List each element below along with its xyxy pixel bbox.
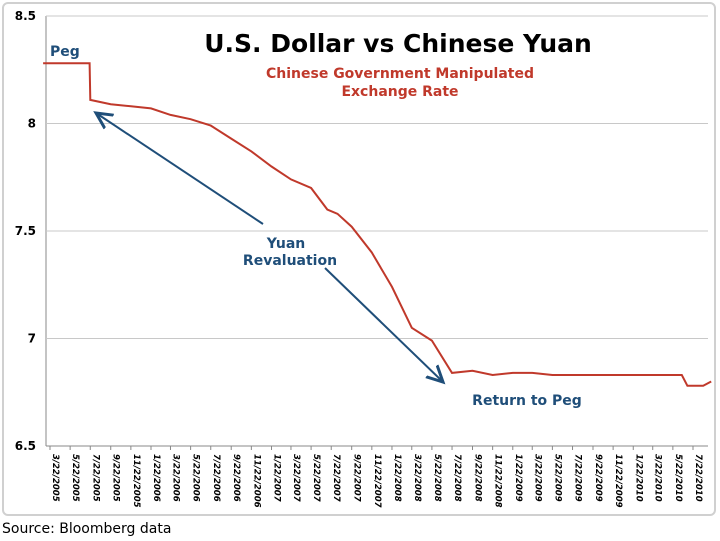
- x-tick-label: 3/22/2007: [291, 454, 301, 502]
- x-tick-label: 11/22/2009: [613, 454, 623, 508]
- x-tick-label: 3/22/2005: [50, 454, 60, 502]
- y-tick-label: 6.5: [15, 439, 36, 453]
- y-tick-label: 7.5: [15, 224, 36, 238]
- x-tick-label: 9/22/2005: [111, 454, 121, 502]
- chart-subtitle-2: Exchange Rate: [341, 84, 458, 100]
- annotation-revaluation: Revaluation: [243, 253, 337, 269]
- x-tick-label: 9/22/2007: [352, 454, 362, 502]
- annotation-return-to-peg: Return to Peg: [472, 393, 582, 409]
- x-tick-label: 11/22/2008: [493, 454, 503, 508]
- x-tick-label: 1/22/2009: [513, 454, 523, 502]
- x-tick-label: 7/22/2005: [90, 454, 100, 502]
- arrow-down: [324, 267, 443, 382]
- x-tick-label: 1/22/2006: [151, 454, 161, 502]
- x-tick-label: 5/22/2010: [673, 454, 683, 502]
- x-tick-label: 5/22/2005: [70, 454, 80, 502]
- x-tick-label: 5/22/2009: [552, 454, 562, 502]
- y-tick-label: 7: [28, 332, 36, 346]
- x-tick-label: 5/22/2006: [191, 454, 201, 502]
- annotation-yuan: Yuan: [266, 236, 306, 252]
- x-tick-label: 3/22/2006: [170, 454, 180, 502]
- x-tick-label: 11/22/2007: [372, 454, 382, 508]
- x-tick-label: 11/22/2005: [131, 454, 141, 508]
- x-tick-label: 1/22/2008: [392, 454, 402, 502]
- x-tick-label: 5/22/2007: [311, 454, 321, 502]
- x-tick-label: 7/22/2007: [331, 454, 341, 502]
- annotation-peg: Peg: [50, 44, 80, 60]
- x-tick-label: 7/22/2008: [452, 454, 462, 502]
- x-tick-label: 7/22/2006: [211, 454, 221, 502]
- y-tick-label: 8: [28, 117, 36, 131]
- chart-frame: [2, 2, 716, 516]
- x-tick-label: 1/22/2007: [271, 454, 281, 502]
- series-line: [43, 62, 712, 387]
- x-tick-label: 1/22/2010: [633, 454, 643, 502]
- chart-subtitle-1: Chinese Government Manipulated: [266, 66, 534, 82]
- x-tick-label: 9/22/2009: [593, 454, 603, 502]
- y-tick-label: 8.5: [15, 9, 36, 23]
- arrow-up: [96, 113, 264, 225]
- x-tick-label: 5/22/2008: [432, 454, 442, 502]
- chart-title: U.S. Dollar vs Chinese Yuan: [204, 29, 592, 58]
- x-tick-label: 9/22/2006: [231, 454, 241, 502]
- x-tick-label: 11/22/2006: [251, 454, 261, 508]
- x-tick-label: 7/22/2009: [573, 454, 583, 502]
- source-note: Source: Bloomberg data: [2, 521, 172, 537]
- x-tick-label: 3/22/2010: [653, 454, 663, 502]
- x-tick-label: 7/22/2010: [693, 454, 703, 502]
- x-tick-label: 3/22/2008: [412, 454, 422, 502]
- x-tick-label: 9/22/2008: [473, 454, 483, 502]
- x-tick-label: 3/22/2009: [532, 454, 542, 502]
